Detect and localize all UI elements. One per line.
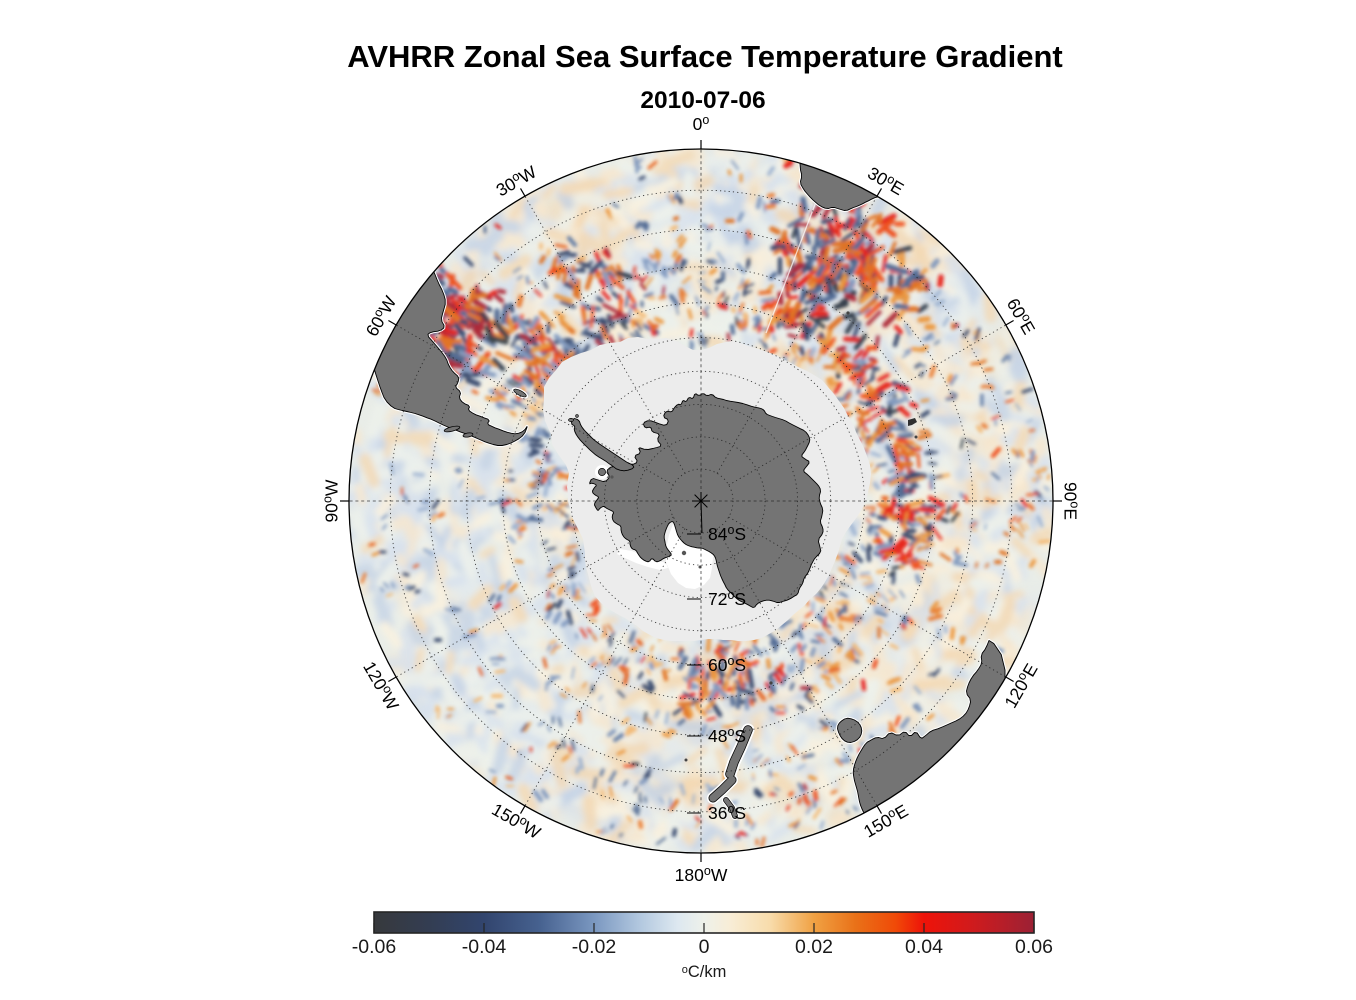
svg-text:0.06: 0.06	[1015, 936, 1053, 958]
svg-text:-0.02: -0.02	[572, 936, 616, 958]
svg-text:90oW: 90oW	[321, 479, 342, 522]
svg-text:48oS: 48oS	[708, 725, 746, 746]
svg-text:2010-07-06: 2010-07-06	[640, 87, 765, 114]
svg-text:0: 0	[699, 936, 710, 958]
svg-text:oC/km: oC/km	[682, 963, 727, 981]
svg-text:0.04: 0.04	[905, 936, 943, 958]
svg-text:-0.06: -0.06	[352, 936, 396, 958]
svg-text:-0.04: -0.04	[462, 936, 507, 958]
svg-text:84oS: 84oS	[708, 523, 746, 544]
svg-text:72oS: 72oS	[708, 588, 746, 609]
svg-text:36oS: 36oS	[708, 802, 746, 823]
svg-text:90oE: 90oE	[1061, 482, 1082, 520]
svg-text:0.02: 0.02	[795, 936, 833, 958]
svg-text:180oW: 180oW	[675, 864, 728, 885]
svg-text:AVHRR Zonal Sea Surface Temper: AVHRR Zonal Sea Surface Temperature Grad…	[347, 39, 1062, 74]
svg-text:60oS: 60oS	[708, 654, 746, 675]
